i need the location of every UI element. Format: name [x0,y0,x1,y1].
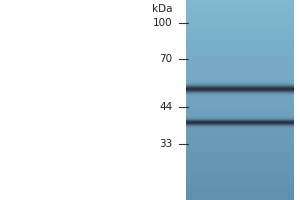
Text: 44: 44 [159,102,172,112]
Text: 70: 70 [159,54,172,64]
Text: kDa: kDa [152,4,172,14]
Text: 33: 33 [159,139,172,149]
Text: 100: 100 [153,18,172,28]
